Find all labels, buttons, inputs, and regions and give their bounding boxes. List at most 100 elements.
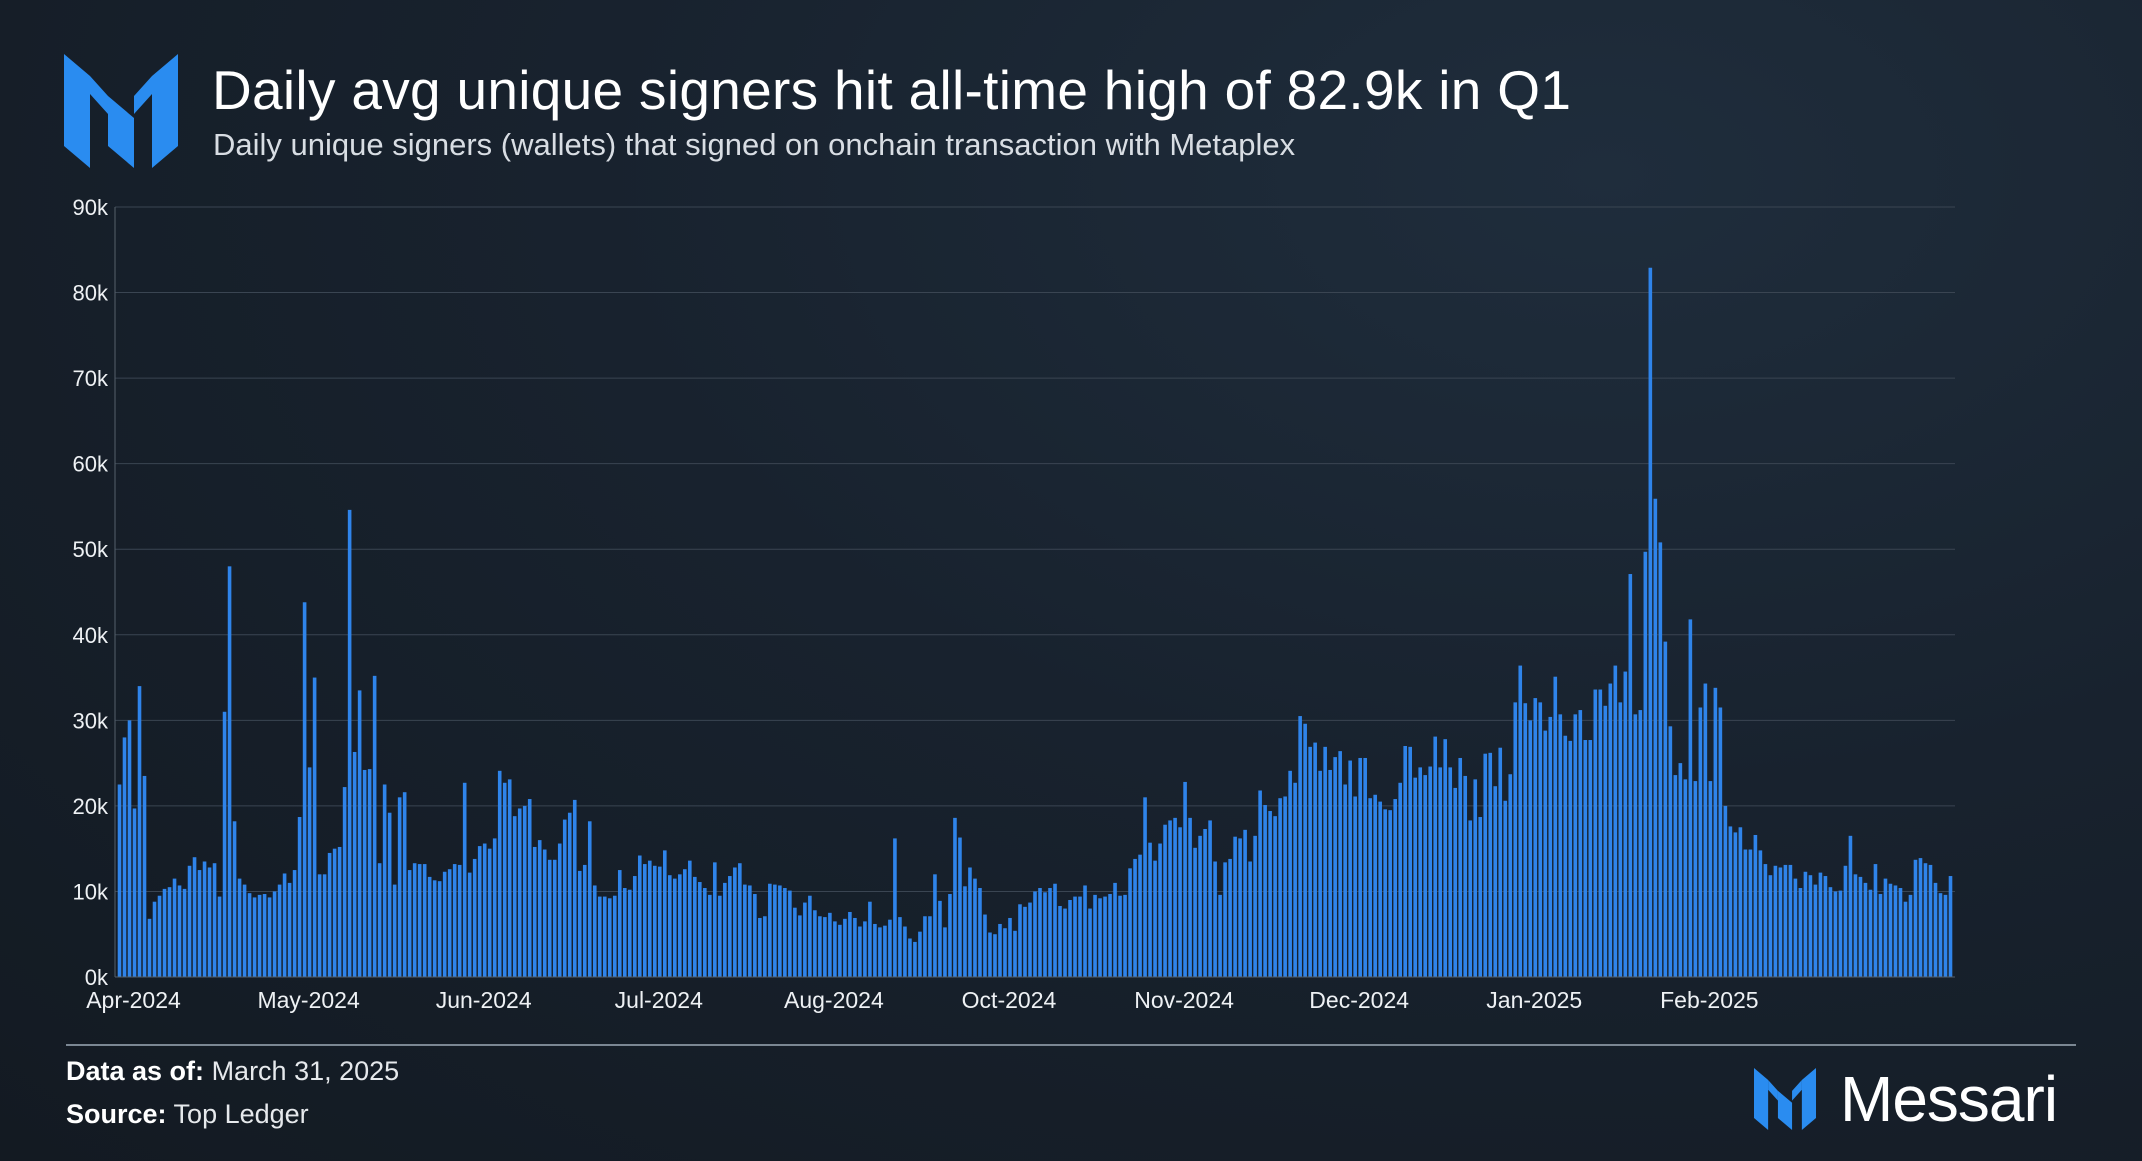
bar bbox=[1543, 730, 1548, 977]
bar bbox=[1163, 824, 1167, 977]
bar bbox=[723, 882, 727, 977]
bar bbox=[1108, 894, 1112, 977]
bar bbox=[923, 916, 927, 977]
bar bbox=[1148, 842, 1152, 977]
bar bbox=[1643, 551, 1648, 977]
bar bbox=[1313, 742, 1317, 977]
bar bbox=[938, 900, 942, 977]
x-tick-label: Jun-2024 bbox=[436, 987, 532, 1013]
bar bbox=[1498, 747, 1503, 977]
bar bbox=[612, 895, 617, 977]
y-tick-label: 80k bbox=[73, 281, 109, 306]
bar bbox=[322, 874, 327, 977]
bar bbox=[1778, 867, 1783, 977]
bar bbox=[1903, 901, 1908, 977]
bar bbox=[1573, 714, 1578, 977]
bar bbox=[1843, 865, 1848, 977]
bar bbox=[1168, 820, 1172, 977]
bar bbox=[307, 767, 312, 977]
bar bbox=[1928, 864, 1933, 977]
bar bbox=[1908, 894, 1913, 977]
bars bbox=[117, 267, 1953, 977]
bar bbox=[1793, 878, 1798, 977]
bar bbox=[1278, 798, 1282, 977]
y-tick-label: 50k bbox=[73, 537, 109, 562]
bar bbox=[1613, 665, 1618, 977]
bar bbox=[1063, 908, 1067, 977]
bar bbox=[1638, 710, 1643, 977]
bar bbox=[683, 869, 687, 977]
bar bbox=[1178, 827, 1182, 977]
bar bbox=[748, 885, 752, 977]
bar bbox=[1758, 850, 1763, 977]
bar bbox=[1428, 766, 1433, 977]
bar bbox=[1868, 889, 1873, 977]
bar bbox=[312, 677, 317, 977]
bar bbox=[472, 858, 477, 977]
bar bbox=[988, 932, 992, 977]
bar bbox=[1403, 746, 1407, 977]
bar bbox=[592, 885, 597, 977]
bar bbox=[1338, 751, 1342, 977]
bar bbox=[422, 864, 427, 977]
bar bbox=[1603, 705, 1608, 977]
bar bbox=[1863, 882, 1868, 977]
bar bbox=[1858, 876, 1863, 977]
bar bbox=[773, 884, 777, 977]
bar bbox=[1088, 908, 1092, 977]
bar bbox=[142, 775, 147, 977]
bar bbox=[397, 797, 402, 977]
bar bbox=[1488, 752, 1493, 977]
bar bbox=[688, 860, 692, 977]
bar bbox=[1018, 904, 1022, 977]
bar bbox=[637, 855, 642, 977]
bar bbox=[833, 921, 837, 977]
bar bbox=[1563, 735, 1568, 977]
bar bbox=[963, 886, 967, 977]
bar bbox=[342, 787, 347, 977]
bar bbox=[878, 927, 882, 977]
bar bbox=[392, 884, 397, 977]
bar bbox=[1948, 876, 1953, 977]
bar bbox=[1223, 862, 1227, 977]
bar bbox=[1748, 849, 1753, 977]
bar bbox=[1368, 798, 1372, 977]
bar bbox=[1913, 859, 1918, 977]
bar bbox=[1808, 875, 1813, 977]
brand-logo: Messari bbox=[1752, 1062, 2058, 1136]
bar bbox=[1048, 888, 1052, 977]
bar bbox=[587, 821, 592, 977]
bar bbox=[1838, 890, 1843, 977]
data-as-of-value: March 31, 2025 bbox=[211, 1056, 400, 1086]
bar bbox=[217, 896, 222, 977]
x-tick-label: Dec-2024 bbox=[1309, 987, 1409, 1013]
bar bbox=[958, 837, 962, 977]
bar bbox=[1818, 872, 1823, 977]
bar bbox=[192, 857, 197, 977]
bar bbox=[1363, 757, 1367, 977]
bar bbox=[497, 770, 502, 977]
bar bbox=[652, 865, 657, 977]
bar bbox=[522, 805, 527, 977]
bar bbox=[1798, 888, 1803, 977]
bar bbox=[1883, 878, 1888, 977]
data-as-of: Data as of: March 31, 2025 bbox=[66, 1056, 399, 1087]
bar bbox=[122, 737, 127, 977]
bar bbox=[1458, 757, 1463, 977]
bar bbox=[527, 799, 532, 977]
bar bbox=[1783, 864, 1788, 977]
bar bbox=[1763, 864, 1768, 977]
bar bbox=[407, 870, 412, 977]
bar bbox=[532, 846, 537, 977]
bar bbox=[1733, 832, 1738, 977]
bar bbox=[883, 925, 887, 977]
chart-title: Daily avg unique signers hit all-time hi… bbox=[212, 59, 1572, 121]
bar bbox=[1453, 787, 1458, 977]
bar bbox=[788, 890, 792, 977]
bar bbox=[733, 867, 737, 977]
x-tick-label: Aug-2024 bbox=[784, 987, 884, 1013]
x-tick-label: Jul-2024 bbox=[615, 987, 703, 1013]
bar bbox=[377, 863, 382, 977]
bar bbox=[117, 784, 122, 977]
bar bbox=[943, 927, 947, 977]
